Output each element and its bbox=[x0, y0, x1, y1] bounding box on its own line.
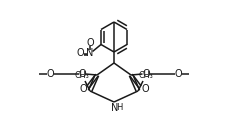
Text: O: O bbox=[141, 84, 149, 94]
Text: N: N bbox=[111, 103, 119, 113]
Text: CH₃: CH₃ bbox=[139, 70, 153, 80]
Text: O: O bbox=[46, 69, 54, 79]
Text: CH₃: CH₃ bbox=[75, 70, 89, 80]
Text: O: O bbox=[86, 38, 94, 48]
Text: N: N bbox=[86, 48, 94, 58]
Text: O: O bbox=[174, 69, 182, 79]
Text: O: O bbox=[79, 84, 87, 94]
Text: O: O bbox=[142, 69, 150, 79]
Text: O: O bbox=[76, 48, 84, 58]
Text: H: H bbox=[116, 104, 123, 112]
Text: O: O bbox=[78, 69, 86, 79]
